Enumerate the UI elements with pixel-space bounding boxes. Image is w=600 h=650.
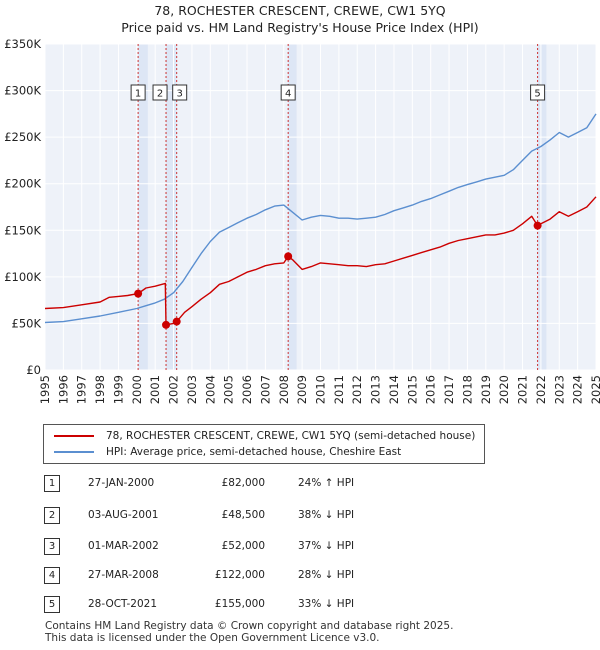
- shaded-period: [288, 44, 297, 370]
- x-tick-label: 1998: [93, 375, 107, 404]
- transaction-hpi: 24% ↑ HPI: [298, 477, 355, 489]
- x-tick-label: 2002: [167, 375, 181, 404]
- sale-point: [134, 289, 143, 298]
- transaction-row: 1 27-JAN-2000 £82,000 24% ↑ HPI: [0, 475, 600, 495]
- transaction-row: 4 27-MAR-2008 £122,000 28% ↓ HPI: [0, 567, 600, 587]
- x-tick-label: 2003: [185, 375, 199, 404]
- transaction-number: 2: [44, 507, 60, 524]
- transaction-price: £48,500: [221, 509, 265, 521]
- x-tick-label: 1997: [75, 375, 89, 404]
- transaction-date: 01-MAR-2002: [88, 540, 159, 552]
- shaded-period: [166, 44, 177, 370]
- chart-title: 78, ROCHESTER CRESCENT, CREWE, CW1 5YQ: [154, 3, 446, 18]
- sale-point: [162, 320, 171, 329]
- legend-item-property: 78, ROCHESTER CRESCENT, CREWE, CW1 5YQ (…: [54, 430, 475, 442]
- x-tick-label: 2015: [405, 375, 419, 404]
- x-tick-label: 2017: [442, 375, 456, 404]
- x-tick-label: 1999: [111, 375, 125, 404]
- transaction-row: 2 03-AUG-2001 £48,500 38% ↓ HPI: [0, 507, 600, 527]
- x-tick-label: 2022: [534, 375, 548, 404]
- annotation-box: [530, 84, 546, 101]
- legend-label-hpi: HPI: Average price, semi-detached house,…: [106, 446, 402, 458]
- x-tick-label: 2024: [571, 375, 585, 404]
- transaction-row: 5 28-OCT-2021 £155,000 33% ↓ HPI: [0, 596, 600, 616]
- legend: 78, ROCHESTER CRESCENT, CREWE, CW1 5YQ (…: [43, 424, 485, 464]
- annotation-label: 2: [157, 89, 163, 100]
- transaction-price: £82,000: [221, 477, 265, 489]
- annotation-label: 5: [534, 89, 540, 100]
- legend-swatch-property: [54, 435, 94, 437]
- annotation-label: 1: [135, 89, 141, 100]
- footer-copyright: Contains HM Land Registry data © Crown c…: [45, 620, 454, 632]
- x-tick-label: 2020: [497, 375, 511, 404]
- y-tick-label: £50K: [12, 316, 42, 330]
- x-tick-label: 2006: [240, 375, 254, 404]
- sale-point: [172, 317, 181, 326]
- x-tick-label: 2010: [314, 375, 328, 404]
- x-tick-label: 2000: [130, 375, 144, 404]
- legend-item-hpi: HPI: Average price, semi-detached house,…: [54, 446, 401, 458]
- transaction-price: £52,000: [221, 540, 265, 552]
- x-tick-label: 2023: [552, 375, 566, 404]
- y-tick-label: £300K: [4, 84, 41, 98]
- price-chart: £0 £50K £100K £150K £200K £250K £300K £350K 1995…: [4, 37, 600, 404]
- hpi-line: [44, 113, 597, 324]
- property-price-line: [44, 196, 597, 326]
- annotation-box: [152, 84, 168, 101]
- x-tick-label: 2004: [203, 375, 217, 404]
- annotation-label: 3: [177, 89, 183, 100]
- annotation-box: [280, 84, 296, 101]
- x-tick-label: 2025: [589, 375, 600, 404]
- annotation-box: [130, 84, 146, 101]
- legend-label-property: 78, ROCHESTER CRESCENT, CREWE, CW1 5YQ (…: [106, 430, 476, 442]
- x-tick-label: 1995: [38, 375, 52, 404]
- transaction-row: 3 01-MAR-2002 £52,000 37% ↓ HPI: [0, 538, 600, 558]
- x-tick-label: 2019: [479, 375, 493, 404]
- transaction-number: 4: [44, 567, 60, 584]
- y-tick-label: £350K: [4, 37, 41, 51]
- transaction-hpi: 37% ↓ HPI: [298, 540, 355, 552]
- y-tick-label: £200K: [4, 177, 41, 191]
- transaction-hpi: 38% ↓ HPI: [298, 509, 355, 521]
- transaction-number: 1: [44, 475, 60, 492]
- transaction-date: 28-OCT-2021: [88, 598, 157, 610]
- annotation-label: 4: [285, 89, 291, 100]
- chart-subtitle: Price paid vs. HM Land Registry's House …: [121, 20, 479, 35]
- y-tick-label: £100K: [4, 270, 41, 284]
- transaction-date: 27-MAR-2008: [88, 569, 159, 581]
- x-tick-label: 2016: [424, 375, 438, 404]
- shaded-period: [537, 44, 547, 370]
- footer-licence: This data is licensed under the Open Gov…: [45, 632, 380, 644]
- transaction-date: 03-AUG-2001: [88, 509, 159, 521]
- x-tick-label: 2012: [350, 375, 364, 404]
- x-tick-label: 2018: [460, 375, 474, 404]
- transaction-date: 27-JAN-2000: [88, 477, 155, 489]
- x-tick-label: 1996: [56, 375, 70, 404]
- y-tick-label: £0: [26, 363, 41, 377]
- transaction-price: £155,000: [214, 598, 265, 610]
- transaction-number: 3: [44, 538, 60, 555]
- x-tick-label: 2011: [332, 375, 346, 404]
- x-tick-label: 2005: [222, 375, 236, 404]
- transaction-price: £122,000: [214, 569, 265, 581]
- y-tick-label: £250K: [4, 130, 41, 144]
- x-tick-label: 2008: [277, 375, 291, 404]
- shaded-period: [138, 44, 148, 370]
- annotation-box: [172, 84, 188, 101]
- x-tick-label: 2014: [387, 375, 401, 404]
- transaction-number: 5: [44, 596, 60, 613]
- y-tick-label: £150K: [4, 223, 41, 237]
- legend-swatch-hpi: [54, 451, 94, 453]
- x-tick-label: 2009: [295, 375, 309, 404]
- x-tick-label: 2013: [369, 375, 383, 404]
- sale-point: [533, 221, 542, 230]
- x-tick-label: 2007: [258, 375, 272, 404]
- transaction-hpi: 28% ↓ HPI: [298, 569, 355, 581]
- x-tick-label: 2001: [148, 375, 162, 404]
- transaction-hpi: 33% ↓ HPI: [298, 598, 355, 610]
- x-tick-label: 2021: [516, 375, 530, 404]
- sale-point: [284, 252, 293, 261]
